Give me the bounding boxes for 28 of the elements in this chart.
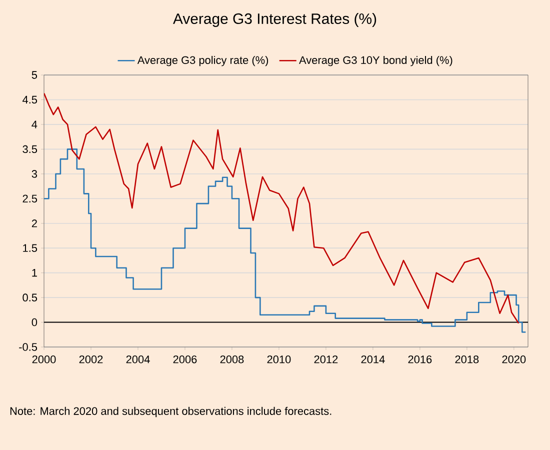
text: Note: March 2020 and subsequent observations include forecasts. — [10, 406, 332, 418]
y-tick-label: 2 — [32, 220, 37, 228]
x-tick-label: 2000 — [32, 356, 56, 364]
y-tick-label: 2.5 — [22, 194, 38, 203]
x-tick-label: 2004 — [126, 356, 150, 364]
x-tick-label: 2014 — [361, 356, 385, 364]
line-series — [44, 92, 520, 324]
y-tick-label: -0.5 — [19, 343, 38, 351]
y-tick-label: 5 — [32, 71, 38, 79]
x-tick-label: 2016 — [408, 356, 432, 364]
legend-label: Average G3 policy rate (%) — [137, 56, 268, 66]
legend-label: Average G3 10Y bond yield (%) — [299, 56, 452, 66]
y-tick-label: 3 — [32, 170, 38, 178]
chart-title: Average G3 Interest Rates (%) — [173, 13, 376, 27]
y-tick-label: 4.5 — [22, 96, 38, 104]
x-tick-label: 2018 — [455, 356, 479, 364]
y-tick-label: 1.5 — [23, 244, 38, 252]
x-tick-label: 2020 — [502, 356, 526, 364]
y-tick-label: 0.5 — [22, 294, 38, 302]
x-tick-label: 2008 — [220, 356, 244, 364]
y-tick-label: 3.5 — [22, 145, 38, 154]
y-tick-label: 0 — [32, 318, 38, 326]
y-tick-label: 4 — [32, 120, 38, 128]
y-tick-label: 1 — [32, 269, 37, 277]
x-tick-label: 2002 — [79, 356, 103, 364]
x-tick-label: 2006 — [173, 356, 197, 364]
x-tick-label: 2010 — [267, 356, 291, 364]
x-tick-label: 2012 — [314, 356, 338, 364]
